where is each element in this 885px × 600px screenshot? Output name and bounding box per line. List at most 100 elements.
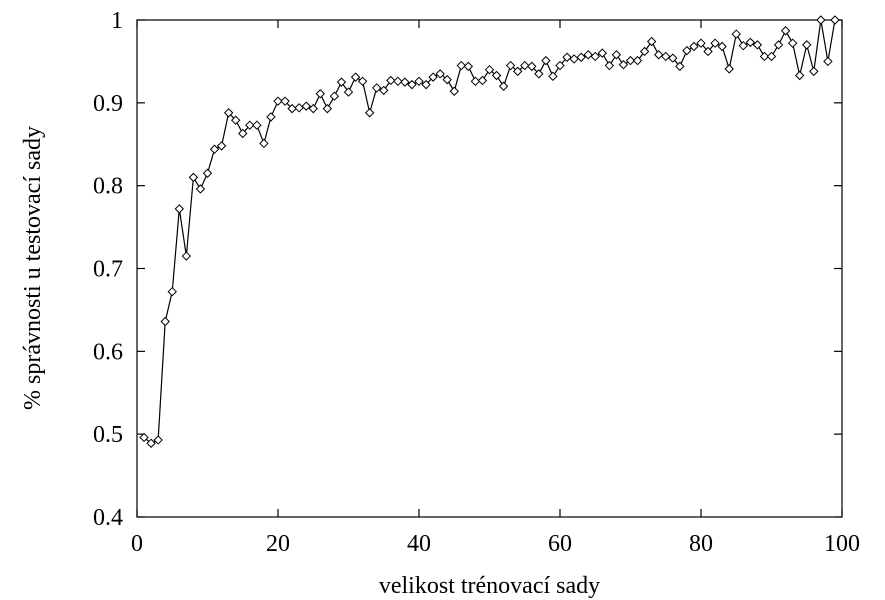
data-point-marker — [470, 76, 481, 87]
data-point-marker — [174, 204, 185, 214]
data-point-marker — [400, 77, 410, 87]
data-point-marker — [301, 101, 311, 111]
data-point-marker — [280, 96, 290, 106]
data-point-marker — [512, 66, 523, 77]
data-point-marker — [590, 51, 600, 62]
data-point-marker — [484, 64, 495, 75]
data-point-marker — [308, 103, 318, 114]
x-tick-label: 100 — [824, 531, 860, 557]
tick-labels: 0 20 40 60 80 100 0.4 0.5 0.6 0.7 0.8 0.9 1 — [93, 8, 860, 557]
data-point-marker — [802, 40, 812, 50]
data-point-marker — [371, 83, 382, 93]
data-point-marker — [491, 70, 502, 81]
y-axis-label: % správnosti u testovací sady — [20, 126, 46, 410]
data-point-marker — [773, 40, 784, 50]
data-point-marker — [752, 40, 763, 50]
data-point-marker — [202, 168, 213, 178]
data-point-marker — [604, 60, 615, 71]
x-tick-label: 0 — [131, 531, 143, 557]
data-point-marker — [731, 29, 741, 39]
data-point-marker — [794, 70, 805, 81]
data-point-marker — [745, 37, 756, 48]
data-point-marker — [322, 103, 333, 114]
data-point-marker — [724, 64, 734, 74]
x-tick-label: 20 — [266, 531, 290, 557]
data-point-marker — [639, 46, 650, 57]
data-point-marker — [661, 51, 671, 62]
data-point-marker — [611, 50, 622, 60]
x-tick-label: 60 — [548, 531, 572, 557]
data-point-marker — [386, 75, 396, 86]
data-point-marker — [576, 52, 586, 62]
data-point-marker — [759, 51, 770, 62]
y-tick-label: 0.5 — [93, 422, 123, 448]
data-point-marker — [632, 55, 643, 66]
data-markers — [139, 15, 840, 448]
data-point-marker — [188, 172, 199, 183]
data-point-marker — [379, 85, 389, 96]
data-point-marker — [555, 60, 565, 71]
plot-frame — [136, 19, 843, 518]
data-point-marker — [520, 60, 530, 71]
data-point-marker — [393, 76, 403, 87]
data-point-marker — [407, 79, 417, 90]
data-point-marker — [675, 61, 685, 72]
data-point-marker — [710, 38, 720, 48]
data-point-marker — [696, 38, 706, 48]
data-point-marker — [421, 79, 431, 90]
y-tick-label: 0.9 — [93, 91, 123, 117]
data-point-marker — [245, 120, 255, 130]
y-tick-label: 0.8 — [93, 174, 123, 200]
data-point-marker — [766, 51, 777, 62]
data-point-marker — [562, 52, 572, 62]
x-axis-label: velikost trénovací sady — [379, 573, 600, 599]
data-point-marker — [449, 86, 459, 96]
data-point-marker — [315, 89, 326, 99]
data-point-marker — [780, 26, 791, 36]
data-point-marker — [738, 40, 749, 51]
data-point-marker — [703, 46, 713, 57]
data-point-marker — [435, 69, 445, 79]
data-point-marker — [343, 87, 354, 97]
data-point-marker — [259, 138, 269, 149]
data-point-marker — [534, 69, 544, 79]
data-point-marker — [646, 36, 657, 47]
data-point-marker — [809, 66, 819, 77]
data-point-marker — [442, 74, 452, 85]
data-point-marker — [463, 61, 474, 72]
data-point-marker — [273, 96, 283, 106]
data-point-marker — [668, 53, 678, 63]
series-line — [143, 19, 836, 444]
data-point-marker — [548, 71, 558, 82]
data-point-marker — [414, 76, 424, 87]
data-point-marker — [505, 60, 516, 71]
data-point-marker — [364, 108, 375, 118]
data-point-marker — [456, 60, 467, 71]
data-point-marker — [583, 50, 593, 60]
data-point-marker — [682, 45, 692, 56]
data-point-marker — [230, 115, 241, 125]
data-point-marker — [428, 72, 438, 82]
data-point-marker — [287, 103, 297, 114]
data-point-marker — [689, 41, 699, 52]
data-point-marker — [238, 128, 248, 139]
axis-ticks — [136, 19, 843, 518]
y-tick-label: 0.7 — [93, 257, 123, 283]
data-point-marker — [350, 72, 361, 82]
data-point-marker — [216, 141, 227, 151]
data-point-marker — [625, 55, 636, 66]
data-point-marker — [357, 76, 368, 87]
data-point-marker — [139, 432, 149, 443]
data-point-marker — [146, 438, 156, 448]
data-point-marker — [252, 120, 262, 130]
data-point-marker — [209, 144, 220, 154]
data-point-marker — [167, 286, 177, 297]
data-point-marker — [823, 56, 833, 67]
data-point-marker — [527, 61, 537, 72]
data-point-marker — [336, 77, 347, 87]
data-point-marker — [160, 316, 170, 327]
data-point-marker — [223, 108, 234, 118]
y-tick-label: 0.4 — [93, 505, 123, 531]
data-point-marker — [329, 91, 340, 101]
data-point-marker — [541, 55, 551, 66]
